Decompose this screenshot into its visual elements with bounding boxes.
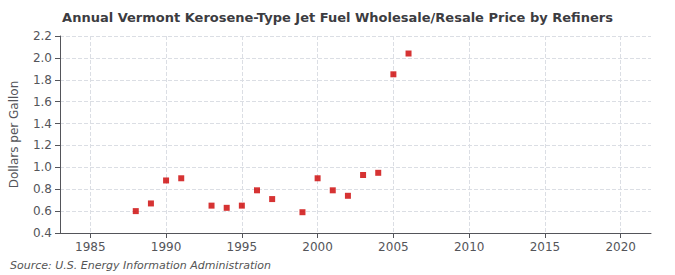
svg-text:1.4: 1.4 — [33, 117, 52, 131]
svg-text:1.8: 1.8 — [33, 73, 52, 87]
svg-text:2.2: 2.2 — [33, 29, 52, 43]
svg-text:Annual Vermont Kerosene-Type J: Annual Vermont Kerosene-Type Jet Fuel Wh… — [62, 10, 613, 25]
svg-text:2000: 2000 — [302, 240, 333, 254]
svg-text:2005: 2005 — [378, 240, 409, 254]
svg-text:1.0: 1.0 — [33, 160, 52, 174]
svg-text:1985: 1985 — [75, 240, 106, 254]
svg-text:1.6: 1.6 — [33, 95, 52, 109]
svg-text:2020: 2020 — [605, 240, 636, 254]
svg-text:0.8: 0.8 — [33, 182, 52, 196]
svg-text:Source: U.S. Energy Informatio: Source: U.S. Energy Information Administ… — [10, 259, 271, 272]
svg-text:1995: 1995 — [227, 240, 258, 254]
svg-text:1.2: 1.2 — [33, 138, 52, 152]
svg-text:Dollars per Gallon: Dollars per Gallon — [7, 81, 21, 189]
svg-text:2015: 2015 — [530, 240, 561, 254]
svg-text:2010: 2010 — [454, 240, 485, 254]
svg-text:0.6: 0.6 — [33, 204, 52, 218]
svg-text:2.0: 2.0 — [33, 51, 52, 65]
svg-text:1990: 1990 — [151, 240, 182, 254]
svg-text:0.4: 0.4 — [33, 226, 52, 240]
